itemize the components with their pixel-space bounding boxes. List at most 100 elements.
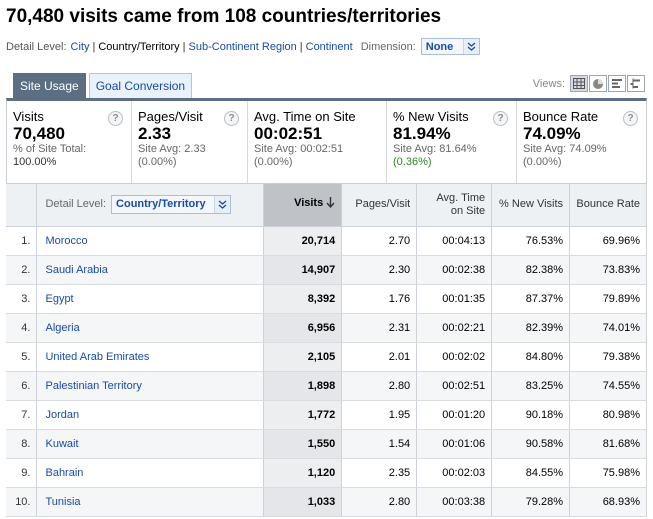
detail-level-header: Detail Level: Country/Territory	[36, 184, 265, 227]
pages-visit-cell: 1.76	[341, 284, 418, 314]
avg-time-cell: 00:02:51	[416, 371, 493, 401]
pages-visit-cell: 2.30	[341, 255, 418, 285]
avg-time-cell: 00:04:13	[416, 226, 493, 256]
country-name[interactable]: Egypt	[45, 292, 74, 305]
scorecard-sub2: (0.00%)	[254, 156, 293, 168]
new-visits-cell: 87.37%	[491, 284, 571, 314]
country-link[interactable]: Saudi Arabia	[36, 255, 265, 285]
row-index: 4.	[6, 313, 38, 343]
row-index: 2.	[6, 255, 38, 285]
pages-visit-cell: 2.01	[341, 342, 418, 372]
detail-subcontinent-link[interactable]: Sub-Continent Region	[188, 40, 297, 53]
index-header	[6, 184, 38, 227]
row-index: 5.	[6, 342, 38, 372]
scorecard-new-visits: % New Visits 81.94% Site Avg: 81.64% (0.…	[387, 101, 517, 183]
chevron-down-icon	[213, 196, 230, 214]
tab-goal-conversion[interactable]: Goal Conversion	[88, 73, 193, 98]
detail-level-select[interactable]: Country/Territory	[111, 195, 231, 215]
row-index: 9.	[6, 458, 38, 488]
visits-cell: 1,033	[263, 487, 343, 517]
country-name[interactable]: Palestinian Territory	[45, 379, 142, 392]
bounce-rate-cell: 79.89%	[569, 284, 647, 314]
visits-cell: 2,105	[263, 342, 343, 372]
pie-view-icon[interactable]	[589, 75, 607, 92]
country-name[interactable]: Tunisia	[45, 495, 81, 508]
visits-cell: 1,550	[263, 429, 343, 459]
country-name[interactable]: Kuwait	[45, 437, 79, 450]
table-row: 5. United Arab Emirates 2,105 2.01 00:02:02 8…	[6, 342, 647, 372]
table-view-icon[interactable]	[570, 75, 588, 92]
detail-city-link[interactable]: City	[70, 40, 90, 53]
scorecard-sub2: (0.00%)	[523, 156, 562, 168]
row-index: 10.	[6, 487, 38, 517]
detail-continent-link[interactable]: Continent	[305, 40, 353, 53]
scorecard-sub2: 100.00%	[13, 156, 57, 168]
country-link[interactable]: Jordan	[36, 400, 265, 430]
country-name[interactable]: United Arab Emirates	[45, 350, 150, 363]
scorecard-name: % New Visits	[393, 109, 469, 124]
country-name[interactable]: Saudi Arabia	[45, 263, 108, 276]
scorecard-value: 81.94%	[393, 124, 451, 143]
detail-country-current: Country/Territory	[98, 40, 180, 53]
new-visits-cell: 84.55%	[491, 458, 571, 488]
tab-site-usage[interactable]: Site Usage	[13, 73, 86, 98]
page-title: 70,480 visits came from 108 countries/te…	[6, 6, 442, 27]
bounce-rate-cell: 80.98%	[569, 400, 647, 430]
bounce-rate-cell: 69.96%	[569, 226, 647, 256]
new-visits-cell: 90.18%	[491, 400, 571, 430]
country-link[interactable]: Egypt	[36, 284, 265, 314]
country-name[interactable]: Bahrain	[45, 466, 84, 479]
scorecard-bounce-rate: Bounce Rate 74.09% Site Avg: 74.09% (0.0…	[517, 101, 646, 183]
row-index: 3.	[6, 284, 38, 314]
performance-view-icon[interactable]	[608, 75, 626, 92]
column-pages-visit-header[interactable]: Pages/Visit	[341, 184, 418, 227]
table-row: 9. Bahrain 1,120 2.35 00:02:03 84.55% 75.98%	[6, 458, 647, 488]
column-avg-time-header[interactable]: Avg. Time on Site	[416, 184, 493, 227]
scorecard-name: Bounce Rate	[523, 109, 599, 124]
country-link[interactable]: Bahrain	[36, 458, 265, 488]
help-icon[interactable]: ?	[493, 111, 508, 126]
new-visits-cell: 83.25%	[491, 371, 571, 401]
visits-cell: 14,907	[263, 255, 343, 285]
help-icon[interactable]: ?	[623, 111, 638, 126]
country-link[interactable]: Palestinian Territory	[36, 371, 265, 401]
country-name[interactable]: Algeria	[45, 321, 80, 334]
data-table: Detail Level: Country/Territory Visits P…	[6, 184, 647, 517]
new-visits-cell: 76.53%	[491, 226, 571, 256]
new-visits-cell: 82.39%	[491, 313, 571, 343]
scorecard-name: Pages/Visit	[138, 109, 203, 124]
pages-visit-cell: 2.35	[341, 458, 418, 488]
visits-cell: 6,956	[263, 313, 343, 343]
country-link[interactable]: United Arab Emirates	[36, 342, 265, 372]
column-new-visits-header[interactable]: % New Visits	[491, 184, 571, 227]
pages-visit-cell: 2.31	[341, 313, 418, 343]
column-bounce-rate-header[interactable]: Bounce Rate	[569, 184, 647, 227]
country-link[interactable]: Morocco	[36, 226, 265, 256]
table-row: 10. Tunisia 1,033 2.80 00:03:38 79.28% 68.93%	[6, 487, 647, 517]
scorecard-sub: Site Avg: 81.64%	[393, 143, 477, 155]
country-link[interactable]: Algeria	[36, 313, 265, 343]
sort-down-icon	[326, 197, 335, 212]
pages-visit-cell: 2.70	[341, 226, 418, 256]
avg-time-cell: 00:02:02	[416, 342, 493, 372]
country-link[interactable]: Tunisia	[36, 487, 265, 517]
scorecard-value: 74.09%	[523, 124, 581, 143]
dimension-select[interactable]: None	[420, 38, 481, 55]
country-name[interactable]: Morocco	[45, 234, 88, 247]
country-link[interactable]: Kuwait	[36, 429, 265, 459]
views-switcher: Views:	[533, 75, 645, 92]
avg-time-cell: 00:01:35	[416, 284, 493, 314]
dimension-label: Dimension:	[360, 40, 416, 53]
table-row: 6. Palestinian Territory 1,898 2.80 00:02:51…	[6, 371, 647, 401]
dimension-value: None	[425, 40, 454, 53]
visits-cell: 1,898	[263, 371, 343, 401]
report-tabs: Site Usage Goal Conversion	[13, 73, 195, 98]
scorecard-name: Avg. Time on Site	[254, 109, 356, 124]
country-name[interactable]: Jordan	[45, 408, 80, 421]
scorecard-sub: Site Avg: 74.09%	[523, 143, 607, 155]
column-visits-header[interactable]: Visits	[263, 184, 343, 227]
comparison-view-icon[interactable]	[627, 75, 645, 92]
help-icon[interactable]: ?	[224, 111, 239, 126]
bounce-rate-cell: 74.01%	[569, 313, 647, 343]
help-icon[interactable]: ?	[108, 111, 123, 126]
